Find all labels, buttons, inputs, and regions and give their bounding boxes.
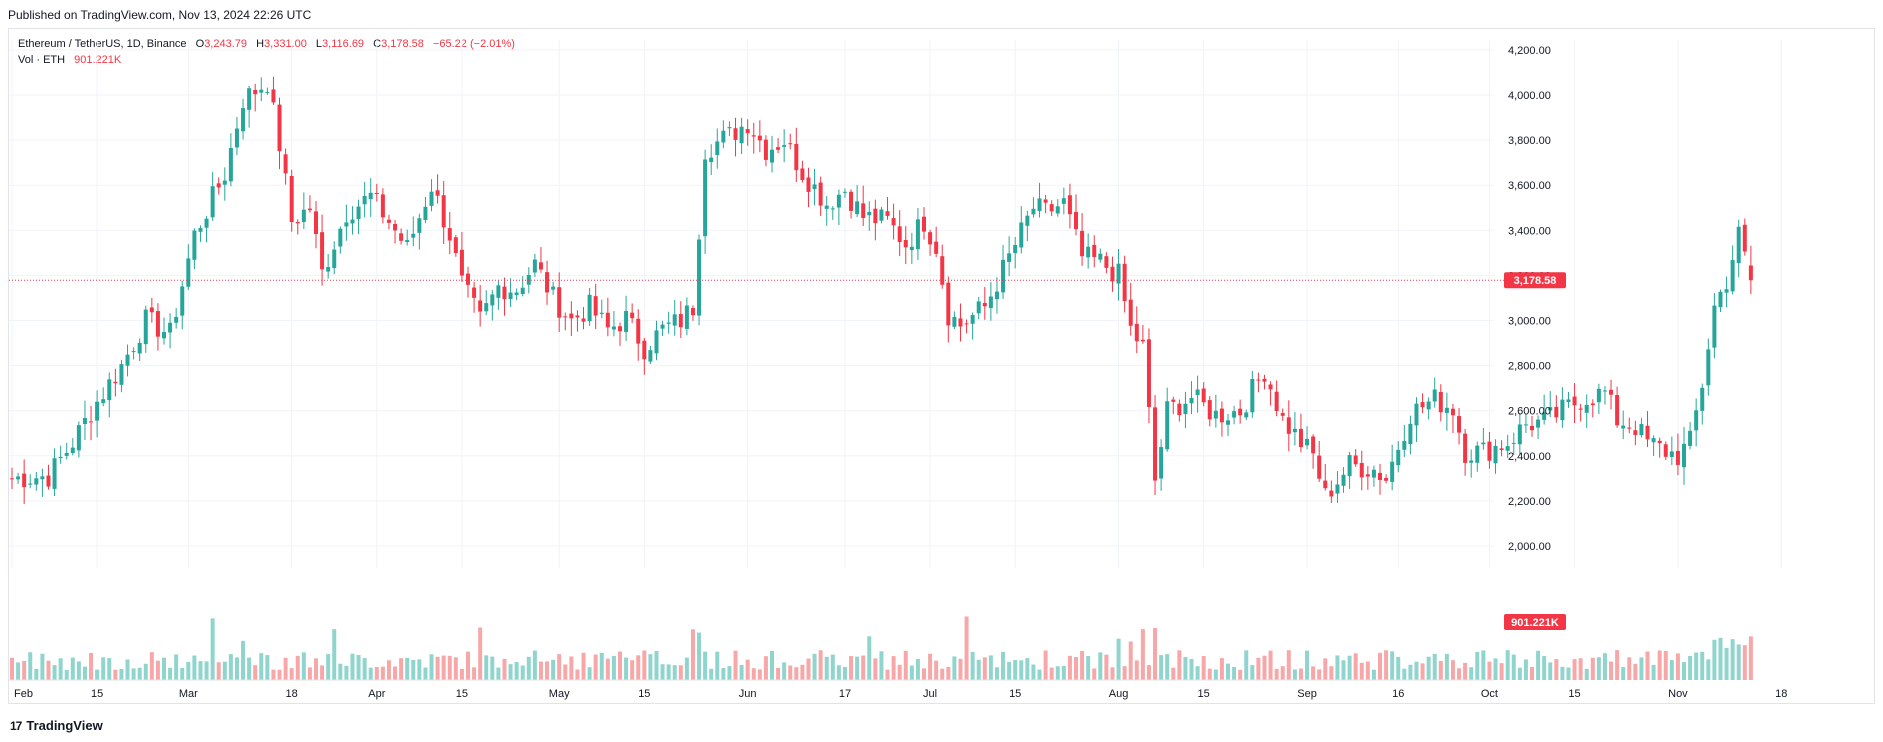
low-label: L [315,38,323,50]
volume-value: 901.221K [74,54,122,66]
published-note: Published on TradingView.com, Nov 13, 20… [8,8,312,22]
tradingview-logo[interactable]: 17 TradingView [10,718,103,733]
close-value: 3,178.58 [381,38,424,50]
low-value: 3,116.69 [322,38,365,50]
symbol-title[interactable]: Ethereum / TetherUS, 1D, Binance [18,38,187,50]
change-value: −65.22 (−2.01%) [432,38,515,50]
close-label: C [373,38,382,50]
price-legend-row: Ethereum / TetherUS, 1D, Binance O3,243.… [18,36,515,52]
open-label: O [195,38,205,50]
open-value: 3,243.79 [204,38,248,50]
chart-frame[interactable] [8,28,1875,704]
volume-name[interactable]: Vol · ETH [18,54,66,66]
high-value: 3,331.00 [264,38,307,50]
tradingview-brand: TradingView [26,718,103,733]
high-label: H [256,38,265,50]
chart-legend: Ethereum / TetherUS, 1D, Binance O3,243.… [18,36,515,68]
volume-legend-row: Vol · ETH 901.221K [18,52,515,68]
tradingview-mark-icon: 17 [10,718,22,733]
